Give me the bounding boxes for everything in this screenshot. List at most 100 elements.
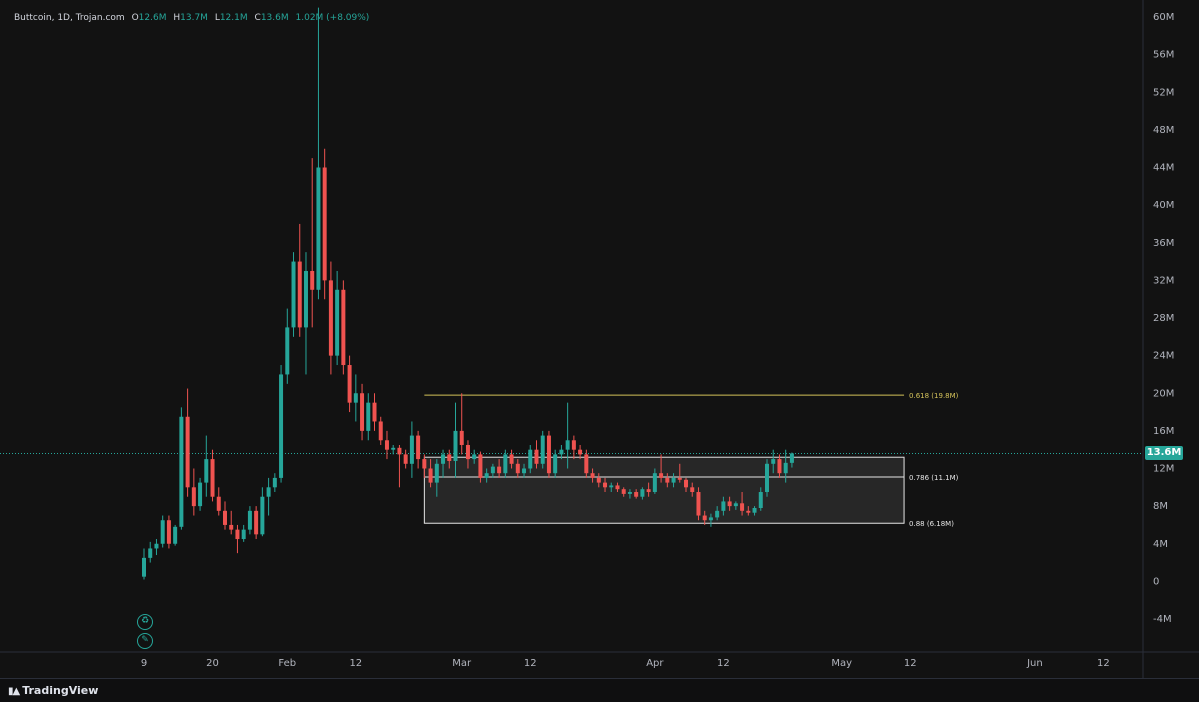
- candle-body: [584, 454, 589, 474]
- candle-body: [391, 447, 396, 450]
- candle-body: [416, 435, 421, 460]
- candle-body: [434, 463, 439, 483]
- x-tick-label: 9: [141, 658, 147, 669]
- candle-body: [752, 508, 757, 513]
- candle-body: [472, 454, 477, 460]
- y-tick-label: 0: [1153, 576, 1159, 587]
- candle-body: [335, 289, 340, 356]
- candle-body: [578, 449, 583, 455]
- x-tick-label: Mar: [452, 658, 472, 669]
- candle-body: [621, 489, 626, 494]
- close-value: 13.6M: [260, 13, 289, 23]
- low-value: 12.1M: [219, 13, 248, 23]
- y-tick-label: 36M: [1153, 238, 1174, 249]
- candle-body: [254, 510, 259, 535]
- candle-body: [229, 524, 234, 530]
- candle-body: [198, 482, 203, 507]
- y-tick-label: 40M: [1153, 200, 1174, 211]
- y-tick-label: 4M: [1153, 539, 1168, 550]
- candle-body: [609, 485, 614, 488]
- candle-body: [360, 393, 365, 431]
- candle-body: [366, 402, 371, 431]
- open-value: 12.6M: [138, 13, 167, 23]
- brand-label: TradingView: [22, 684, 99, 697]
- candle-body: [484, 473, 489, 478]
- y-tick-label: 20M: [1153, 388, 1174, 399]
- fib-level-label: 0.88 (6.18M): [909, 520, 954, 528]
- tradingview-logo[interactable]: ▮▲ TradingView: [8, 684, 98, 697]
- candle-body: [316, 167, 321, 290]
- candle-body: [590, 473, 595, 478]
- fib-box: [424, 457, 905, 524]
- fib-level-label: 0.786 (11.1M): [909, 474, 959, 482]
- candlestick-chart[interactable]: -4M 0 4M 8M 12M 16M 20M 24M 28M 32M 36M 40M 44M 48M 52…: [0, 0, 1199, 678]
- y-tick-label: 48M: [1153, 125, 1174, 136]
- x-tick-label: Feb: [278, 658, 296, 669]
- symbol-label[interactable]: Buttcoin, 1D, Trojan.com: [14, 13, 125, 23]
- candle-body: [384, 440, 389, 450]
- y-tick-label: 24M: [1153, 351, 1174, 362]
- recycle-icon[interactable]: ♻: [137, 614, 153, 630]
- candle-body: [403, 454, 408, 464]
- candle-body: [540, 435, 545, 464]
- footer-bar: ▮▲ TradingView: [0, 679, 1199, 702]
- candle-body: [179, 416, 184, 527]
- y-tick-label: 28M: [1153, 313, 1174, 324]
- candle-body: [515, 463, 520, 474]
- candle-body: [322, 167, 327, 281]
- candle-body: [665, 477, 670, 483]
- candle-body: [758, 492, 763, 509]
- candle-body: [285, 327, 290, 375]
- candle-body: [522, 468, 527, 474]
- candle-body: [677, 477, 682, 480]
- candle-body: [291, 261, 296, 328]
- x-tick-label: May: [831, 658, 852, 669]
- y-tick-label: 12M: [1153, 464, 1174, 475]
- fib-box-outline: [423, 456, 905, 524]
- y-tick-label: 32M: [1153, 275, 1174, 286]
- candle-body: [783, 462, 788, 474]
- x-tick-label: Jun: [1026, 658, 1043, 669]
- tradingview-mark-icon: ▮▲: [8, 686, 20, 697]
- candle-body: [160, 520, 165, 544]
- candle-body: [646, 489, 651, 493]
- x-tick-label: 12: [524, 658, 537, 669]
- candle-body: [478, 454, 483, 478]
- fib-level-label: 0.618 (19.8M): [909, 392, 959, 400]
- candle-body: [497, 466, 502, 474]
- candle-body: [603, 482, 608, 488]
- low-key: L: [214, 13, 220, 23]
- pencil-icon[interactable]: ✎: [137, 633, 153, 649]
- x-tick-label: 12: [717, 658, 730, 669]
- candle-body: [771, 459, 776, 464]
- candle-body: [702, 515, 707, 521]
- candle-body: [378, 421, 383, 441]
- x-tick-label: 12: [349, 658, 362, 669]
- candle-body: [727, 501, 732, 507]
- candle-body: [740, 503, 745, 511]
- candle-body: [528, 449, 533, 469]
- close-key: C: [254, 13, 261, 23]
- candle-body: [173, 526, 178, 544]
- candle-body: [565, 440, 570, 450]
- candle-body: [222, 510, 227, 525]
- candle-body: [708, 517, 713, 521]
- candle-body: [503, 454, 508, 474]
- last-price-tag: 13.6M: [1145, 446, 1183, 460]
- candle-body: [441, 454, 446, 464]
- x-tick-label: 12: [1097, 658, 1110, 669]
- candle-body: [303, 270, 308, 328]
- candle-body: [765, 463, 769, 493]
- candle-body: [328, 280, 333, 356]
- y-tick-label: 16M: [1153, 426, 1174, 437]
- y-tick-label: 56M: [1153, 50, 1174, 61]
- candle-body: [142, 557, 146, 577]
- high-key: H: [173, 13, 181, 23]
- candle-body: [347, 365, 352, 403]
- candle-body: [247, 510, 252, 530]
- candle-body: [216, 496, 221, 511]
- candle-body: [721, 501, 726, 511]
- chart-area[interactable]: -4M 0 4M 8M 12M 16M 20M 24M 28M 32M 36M 40M 44M 48M 52…: [0, 0, 1199, 679]
- candle-body: [652, 473, 657, 493]
- candle-body: [297, 261, 302, 328]
